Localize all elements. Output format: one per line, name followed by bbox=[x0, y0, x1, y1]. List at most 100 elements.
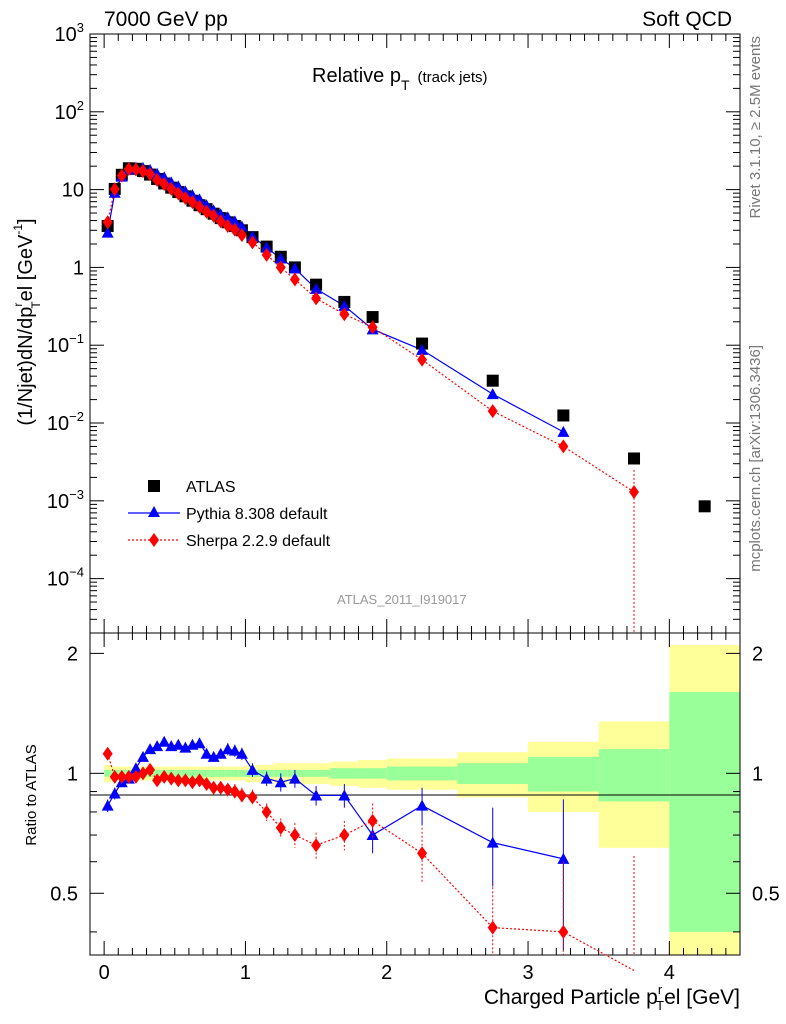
ratio-axis-label: Ratio to ATLAS bbox=[23, 744, 40, 845]
data-point bbox=[366, 829, 379, 841]
data-point bbox=[207, 750, 220, 762]
data-point bbox=[416, 337, 429, 350]
data-point bbox=[215, 214, 226, 229]
data-point bbox=[123, 769, 134, 784]
data-point bbox=[200, 747, 213, 759]
data-point bbox=[339, 307, 350, 322]
data-point bbox=[289, 828, 300, 843]
data-point bbox=[159, 177, 170, 192]
data-point bbox=[311, 291, 322, 306]
x-tick-label: 3 bbox=[522, 962, 533, 984]
legend: ATLAS Pythia 8.308 default Sherpa 2.2.9 … bbox=[128, 479, 331, 550]
data-point bbox=[228, 744, 241, 756]
data-point bbox=[129, 762, 142, 774]
data-point bbox=[173, 186, 184, 201]
data-point bbox=[222, 782, 233, 797]
data-point bbox=[367, 320, 378, 335]
data-point bbox=[151, 740, 164, 752]
stat-band bbox=[528, 756, 599, 792]
stat-band bbox=[238, 769, 246, 777]
stat-band bbox=[174, 769, 182, 777]
data-point bbox=[221, 743, 234, 755]
data-point bbox=[208, 208, 219, 223]
data-point bbox=[221, 211, 234, 223]
mcplots-label: mcplots.cern.ch [arXiv:1306.3436] bbox=[747, 345, 764, 572]
data-point bbox=[275, 260, 286, 275]
rivet-label: Rivet 3.1.10, ≥ 2.5M events bbox=[747, 36, 764, 219]
data-point bbox=[236, 228, 247, 243]
y-axis-label: (1/Njet)dN/dpr Tel [GeV-1] bbox=[11, 218, 43, 425]
data-point bbox=[235, 747, 248, 759]
main-series bbox=[101, 161, 711, 633]
data-point bbox=[417, 352, 428, 367]
data-point bbox=[101, 226, 114, 238]
stat-band bbox=[217, 769, 225, 777]
legend-label-atlas: ATLAS bbox=[186, 479, 236, 496]
stat-band bbox=[181, 769, 189, 777]
data-point bbox=[339, 828, 350, 843]
stat-band bbox=[153, 769, 161, 777]
stat-band bbox=[188, 769, 196, 777]
data-point bbox=[274, 252, 287, 264]
y-tick-label: 10 bbox=[62, 180, 84, 202]
data-point bbox=[557, 852, 570, 864]
data-point bbox=[193, 737, 206, 749]
legend-marker-pythia bbox=[148, 506, 160, 517]
legend-marker-sherpa bbox=[149, 533, 159, 547]
data-point bbox=[145, 762, 156, 777]
data-point bbox=[698, 500, 711, 513]
data-point bbox=[338, 789, 351, 801]
stat-band bbox=[330, 768, 359, 779]
data-point bbox=[116, 168, 127, 183]
data-point bbox=[261, 804, 272, 819]
x-tick-label: 1 bbox=[240, 962, 251, 984]
ratio-tick-label-right: 2 bbox=[752, 643, 763, 665]
data-point bbox=[486, 388, 499, 400]
stat-band bbox=[203, 769, 211, 777]
data-point bbox=[487, 404, 498, 419]
data-point bbox=[236, 788, 247, 803]
data-point bbox=[172, 738, 185, 750]
data-point bbox=[558, 439, 569, 454]
ratio-tick-label-right: 1 bbox=[752, 763, 763, 785]
data-point bbox=[367, 813, 378, 828]
data-point bbox=[629, 484, 640, 499]
data-point bbox=[366, 311, 379, 324]
data-point bbox=[173, 773, 184, 788]
ratio-panel: 0 1 2 3 4 2 2 1 1 0.5 0.5 bbox=[50, 632, 780, 984]
y-tick-label: 102 bbox=[55, 98, 84, 124]
data-point bbox=[261, 247, 272, 262]
data-point bbox=[558, 924, 569, 939]
stat-band bbox=[224, 769, 232, 777]
ratio-axis-ticks: 0 1 2 3 4 2 2 1 1 0.5 0.5 bbox=[50, 633, 780, 984]
stat-band bbox=[358, 768, 387, 779]
x-tick-label: 4 bbox=[664, 962, 675, 984]
data-point bbox=[288, 772, 301, 784]
data-point bbox=[166, 181, 177, 196]
header-left: 7000 GeV pp bbox=[104, 8, 228, 31]
ratio-tick-label-right: 0.5 bbox=[752, 883, 780, 905]
data-point bbox=[416, 343, 429, 355]
y-tick-label: 10−1 bbox=[47, 331, 84, 357]
y-tick-label: 10−4 bbox=[47, 565, 84, 591]
data-point bbox=[274, 776, 287, 788]
stat-band bbox=[457, 763, 529, 785]
data-point bbox=[159, 769, 170, 784]
data-point bbox=[123, 162, 134, 177]
data-point bbox=[487, 920, 498, 935]
x-tick-label: 2 bbox=[381, 962, 392, 984]
data-point bbox=[180, 191, 191, 206]
data-point bbox=[194, 199, 205, 214]
stat-band bbox=[386, 766, 458, 781]
data-point bbox=[201, 204, 212, 219]
data-point bbox=[229, 222, 240, 237]
data-point bbox=[215, 780, 226, 795]
ratio-series bbox=[101, 735, 635, 972]
data-point bbox=[187, 195, 198, 210]
data-point bbox=[486, 374, 499, 387]
ratio-tick-label-left: 0.5 bbox=[50, 883, 78, 905]
stat-band bbox=[598, 749, 670, 802]
data-point bbox=[311, 838, 322, 853]
data-point bbox=[416, 799, 429, 811]
ratio-tick-label-left: 2 bbox=[67, 643, 78, 665]
